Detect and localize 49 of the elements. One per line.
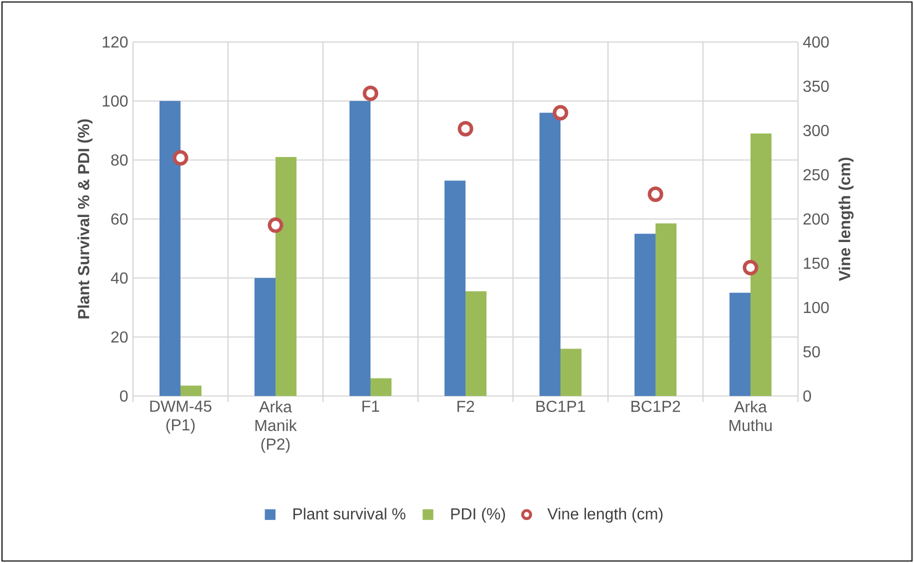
point <box>552 105 568 121</box>
bar <box>350 100 371 396</box>
legend-label: PDI (%) <box>451 508 505 523</box>
point <box>362 86 378 102</box>
y-tick-label: 80 <box>111 154 128 166</box>
x-tick-label: Arka Muthu <box>730 400 772 432</box>
y2-tick-label: 250 <box>804 169 829 180</box>
bar <box>160 100 181 396</box>
y2-tick-label: 0 <box>803 390 811 402</box>
bar <box>634 234 656 396</box>
y-axis-title: Plant Survival % & PDI (%) <box>78 119 92 318</box>
y2-axis-title: Vine length (cm) <box>838 158 854 281</box>
bar <box>539 112 560 396</box>
point <box>458 120 474 136</box>
y-tick-label: 100 <box>102 95 128 107</box>
bar <box>560 348 582 396</box>
y-tick-label: 20 <box>111 331 128 343</box>
y-tick-label: 120 <box>102 36 128 48</box>
x-tick-label: Arka Manik (P2) <box>255 400 297 453</box>
x-tick-label: DWM-45 (P1) <box>150 400 212 434</box>
legend-label: Vine length (cm) <box>547 508 662 523</box>
y2-tick-label: 100 <box>804 302 829 314</box>
bar <box>750 133 772 396</box>
bar <box>466 291 487 396</box>
x-tick-label: BC1P1 <box>536 400 586 412</box>
y2-tick-label: 200 <box>804 213 829 225</box>
bar <box>254 278 276 396</box>
bar <box>276 157 297 396</box>
y2-tick-label: 150 <box>804 258 829 269</box>
x-tick-label: F2 <box>457 400 474 412</box>
y-tick-label: 0 <box>120 390 128 402</box>
point <box>648 186 664 202</box>
bar <box>180 386 202 396</box>
bar <box>729 292 750 396</box>
y-tick-label: 60 <box>111 213 128 225</box>
point <box>742 260 758 276</box>
x-tick-label: BC1P2 <box>631 400 680 412</box>
legend-label: Plant survival % <box>293 508 406 520</box>
y2-tick-label: 350 <box>803 80 829 92</box>
y-tick-label: 40 <box>110 272 128 284</box>
point <box>268 217 284 233</box>
x-tick-label: F1 <box>362 400 380 412</box>
y2-tick-label: 300 <box>803 124 829 136</box>
y2-tick-label: 400 <box>803 36 829 48</box>
bar <box>655 223 676 396</box>
bar <box>444 180 466 396</box>
point <box>172 150 188 166</box>
bar <box>370 378 392 396</box>
y2-tick-label: 50 <box>803 346 820 358</box>
